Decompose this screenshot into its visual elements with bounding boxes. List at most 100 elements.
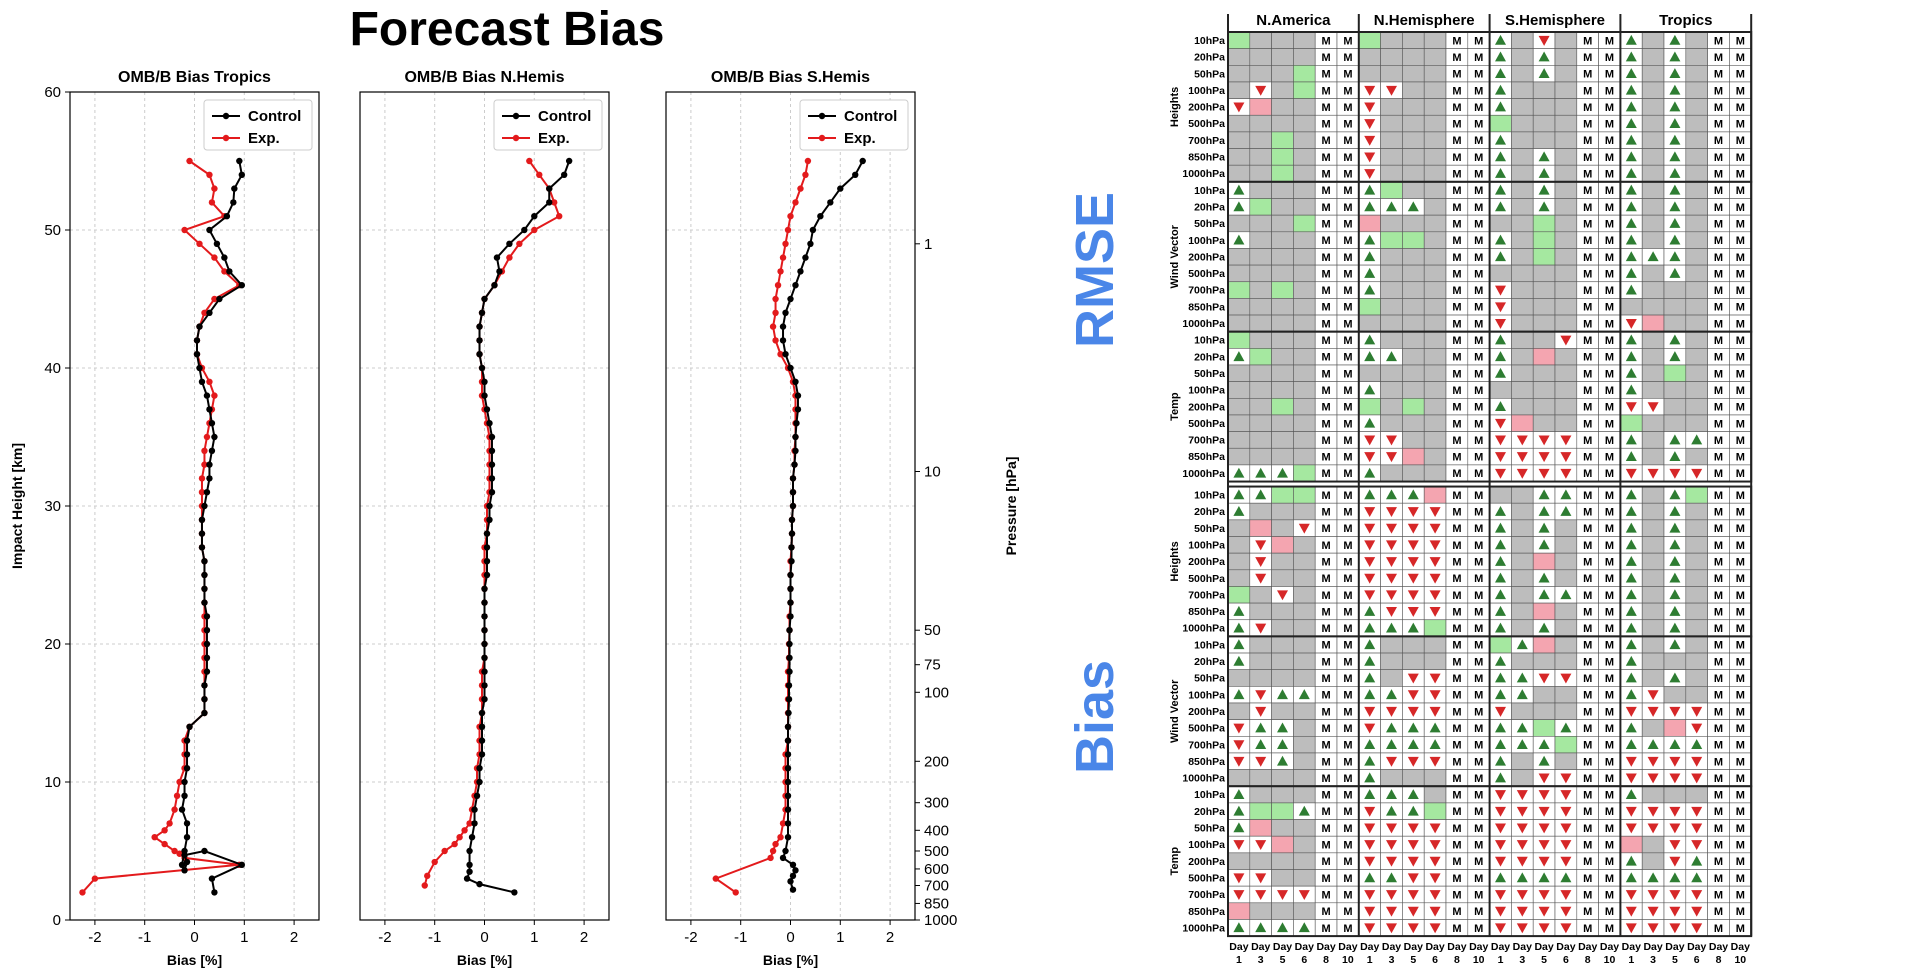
score-cell	[1271, 264, 1294, 283]
missing-mark: M	[1452, 218, 1461, 230]
score-cell	[1249, 131, 1272, 149]
score-cell	[1293, 652, 1316, 670]
up-triangle-marker	[1495, 739, 1506, 750]
up-triangle-marker	[1495, 689, 1506, 700]
score-cell	[1293, 619, 1316, 637]
up-triangle-marker	[1625, 605, 1637, 616]
missing-mark: M	[1714, 285, 1723, 297]
data-point	[788, 516, 796, 523]
data-point	[211, 889, 218, 896]
data-point	[161, 827, 168, 834]
score-cell	[1511, 114, 1534, 133]
up-triangle-marker	[1625, 872, 1637, 883]
down-triangle-marker	[1495, 302, 1506, 313]
data-point	[782, 240, 789, 247]
missing-mark: M	[1322, 590, 1331, 602]
missing-mark: M	[1474, 706, 1483, 718]
missing-mark: M	[1605, 418, 1614, 430]
day-word-label: Day	[1709, 941, 1728, 953]
score-cell	[1380, 669, 1403, 687]
y-tick-label: 50	[44, 222, 61, 239]
score-cell	[1685, 164, 1708, 183]
up-triangle-marker	[1516, 689, 1528, 700]
data-point	[804, 157, 812, 165]
missing-mark: M	[1343, 773, 1352, 785]
day-word-label: Day	[1360, 941, 1379, 953]
score-cell	[1532, 381, 1556, 399]
score-cell	[1271, 214, 1294, 233]
missing-mark: M	[1605, 773, 1614, 785]
legend-marker	[818, 112, 826, 120]
missing-mark: M	[1605, 790, 1614, 802]
up-triangle-marker	[1669, 151, 1681, 162]
down-triangle-marker	[1516, 468, 1528, 479]
up-triangle-marker	[1298, 689, 1310, 700]
missing-mark: M	[1452, 523, 1461, 535]
missing-mark: M	[1474, 368, 1483, 380]
missing-mark: M	[1583, 790, 1592, 802]
up-triangle-marker	[1277, 689, 1288, 700]
score-cell	[1227, 65, 1251, 83]
data-point	[777, 351, 784, 358]
level-label: 100hPa	[1188, 839, 1225, 851]
day-word-label: Day	[1404, 941, 1423, 953]
score-cell	[1685, 281, 1708, 299]
score-cell	[1402, 214, 1425, 233]
data-point	[784, 751, 792, 758]
up-triangle-marker	[1625, 555, 1637, 566]
score-cell	[1423, 164, 1447, 183]
data-point	[481, 627, 488, 634]
up-triangle-marker	[1625, 184, 1637, 195]
score-cell	[1511, 502, 1534, 521]
up-triangle-marker	[1625, 539, 1637, 550]
data-point	[788, 544, 795, 551]
missing-mark: M	[1474, 452, 1483, 464]
missing-mark: M	[1322, 906, 1331, 918]
group-label: Heights	[1169, 541, 1181, 581]
data-point	[526, 157, 533, 165]
score-cell	[1293, 769, 1316, 787]
score-cell	[1402, 131, 1425, 149]
data-point	[196, 364, 203, 372]
up-triangle-marker	[1364, 267, 1376, 278]
missing-mark: M	[1343, 556, 1352, 568]
score-cell	[1511, 619, 1534, 637]
score-cell	[1293, 331, 1316, 349]
up-triangle-marker	[1516, 739, 1528, 750]
data-point	[483, 571, 491, 579]
up-triangle-marker	[1364, 234, 1376, 245]
x-tick-label: 1	[530, 929, 538, 946]
down-triangle-marker	[1364, 890, 1376, 900]
score-cell	[1380, 214, 1403, 233]
score-cell	[1554, 198, 1578, 216]
up-triangle-marker	[1495, 34, 1506, 45]
pressure-tick-label: 75	[924, 657, 941, 674]
data-point	[784, 723, 792, 730]
data-point	[782, 351, 789, 358]
up-triangle-marker	[1233, 506, 1245, 516]
score-cell	[1227, 397, 1251, 416]
up-triangle-marker	[1364, 351, 1376, 362]
score-cell	[1293, 264, 1316, 283]
missing-mark: M	[1714, 85, 1723, 97]
missing-mark: M	[1343, 318, 1352, 330]
score-cell	[1423, 364, 1447, 382]
down-triangle-marker	[1364, 85, 1376, 96]
missing-mark: M	[1474, 35, 1483, 47]
missing-mark: M	[1343, 435, 1352, 447]
level-label: 1000hPa	[1182, 168, 1225, 180]
score-cell	[1685, 348, 1708, 366]
missing-mark: M	[1474, 335, 1483, 347]
missing-mark: M	[1343, 468, 1352, 480]
down-triangle-marker	[1647, 706, 1659, 717]
missing-mark: M	[1322, 119, 1331, 131]
missing-mark: M	[1343, 335, 1352, 347]
score-cell	[1511, 248, 1534, 266]
down-triangle-marker	[1429, 823, 1441, 834]
up-triangle-marker	[1625, 489, 1637, 500]
score-cell	[1532, 686, 1556, 704]
down-triangle-marker	[1560, 452, 1572, 463]
down-triangle-marker	[1625, 890, 1637, 900]
missing-mark: M	[1583, 523, 1592, 535]
score-cell	[1271, 769, 1294, 787]
